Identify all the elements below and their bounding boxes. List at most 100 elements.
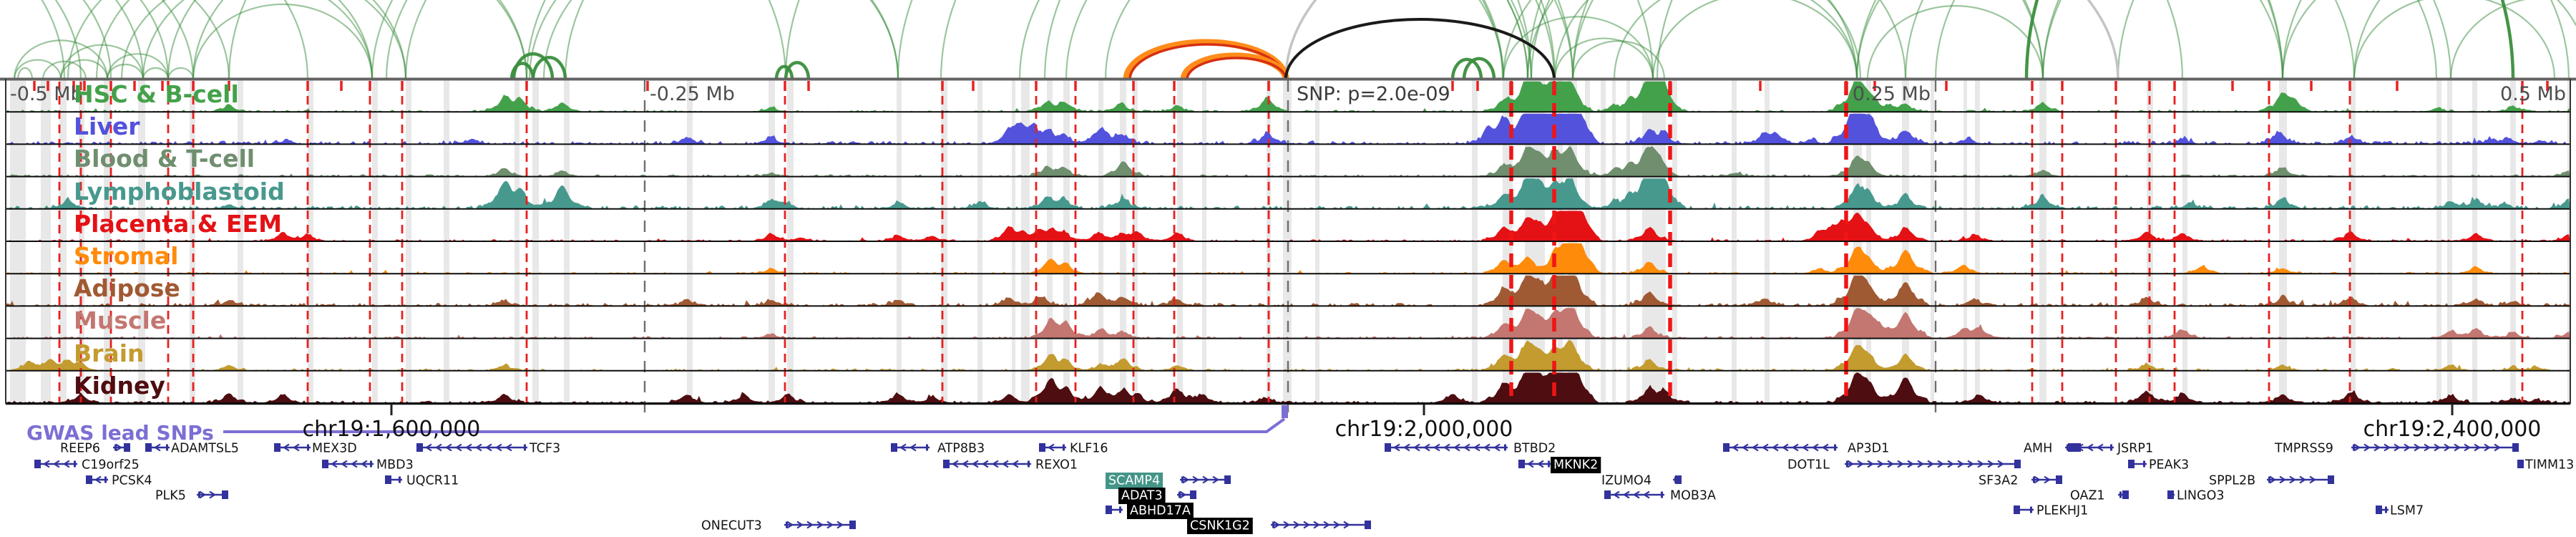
arc-green [67,0,374,80]
arc-green [1526,0,1907,80]
gene-label-ADAT3: ADAT3 [1121,489,1163,503]
gene-CSNK1G2: CSNK1G2 [1187,518,1371,534]
arc-green [13,39,109,80]
arc-green [1104,0,1505,80]
gene-label-JSRP1: JSRP1 [2117,442,2153,456]
gene-label-ADAMTSL5: ADAMTSL5 [171,442,239,456]
arc-green [192,0,528,80]
gene-label-REXO1: REXO1 [1035,458,1078,473]
track-label-blood-t-cell: Blood & T-cell [74,145,255,173]
gene-highlight-MKNK2 [1551,457,1601,473]
axis-gridlines [643,80,1937,414]
coordinate-label-left: chr19:1,600,000 [302,417,481,442]
gene-C19orf25: C19orf25 [34,458,140,473]
gene-label-SPPL2B: SPPL2B [2209,474,2255,488]
gene-label-PLK5: PLK5 [155,489,186,503]
gene-PCSK4: PCSK4 [86,474,152,488]
arc-green [1652,0,1858,80]
coordinate-label-center: chr19:2,000,000 [1335,417,1513,442]
arc-black [1284,18,1556,80]
gene-label-CSNK1G2: CSNK1G2 [1190,519,1250,533]
axis-label-quarter-mb: 0.25 Mb [1852,83,1931,105]
arc-green [193,0,230,80]
track-label-placenta-eem: Placenta & EEM [74,209,282,238]
gene-TMPRSS9: TMPRSS9 [2274,442,2519,456]
gene-label-SF3A2: SF3A2 [1979,474,2018,488]
arc-green [2024,0,2515,80]
gene-ONECUT3: ONECUT3 [701,519,856,533]
gene-label-OAZ1: OAZ1 [2070,489,2105,503]
arc-green [192,3,374,80]
arc-green [41,0,66,80]
track-frame [0,77,2576,415]
axis-label-minus-half-mb: -0.5 Mb [10,83,83,105]
gene-label-ABHD17A: ABHD17A [1130,504,1191,518]
arc-green [1656,0,2284,80]
arc-green [1462,57,1496,80]
arc-green [1571,0,2044,80]
arc-orange [1180,52,1289,80]
gene-label-LSM7: LSM7 [2390,504,2424,518]
gene-highlight-CSNK1G2 [1187,518,1253,534]
gene-IZUMO4: IZUMO4 [1601,474,1682,488]
gene-OAZ1: OAZ1 [2070,489,2129,503]
interaction-arcs [13,0,2576,80]
gene-REEP6: REEP6 [60,442,130,456]
arc-green [42,60,87,80]
arc-green [2353,0,2381,80]
track-label-stromal: Stromal [74,242,179,270]
gene-ATP8B3: ATP8B3 [891,442,985,456]
gene-DOT1L: DOT1L [1787,458,2021,473]
gene-label-AP3D1: AP3D1 [1848,442,1889,456]
arc-green [13,59,62,80]
arc-green [1553,37,1654,80]
gene-label-PCSK4: PCSK4 [112,474,152,488]
arc-orange-core [1186,57,1287,80]
arc-green [2041,0,2059,80]
arc-green [1866,5,2044,80]
gene-LINGO3: LINGO3 [2167,489,2224,503]
gene-AP3D1: AP3D1 [1723,442,1889,456]
arc-green [167,0,528,80]
gene-label-KLF16: KLF16 [1070,442,1108,456]
gene-MKNK2: MKNK2 [1518,457,1601,473]
gene-LSM7: LSM7 [2376,504,2424,518]
gene-TIMM13: TIMM13 [2517,458,2574,473]
gene-label-MOB3A: MOB3A [1670,489,1716,503]
gene-MBD3: MBD3 [322,458,414,473]
arc-green [1502,16,1654,80]
gene-highlight-SCAMP4 [1106,473,1163,489]
track-label-liver: Liver [74,112,140,141]
gene-label-AMH: AMH [2024,442,2052,456]
gene-highlight-ABHD17A [1127,503,1194,519]
gene-label-PEAK3: PEAK3 [2149,458,2189,473]
arc-green [404,0,1533,80]
arc-green [371,0,1504,80]
gene-highlight-ADAT3 [1118,488,1166,504]
gene-label-UQCR11: UQCR11 [406,474,459,488]
gene-SF3A2: SF3A2 [1979,474,2062,488]
gene-label-TCF3: TCF3 [529,442,560,456]
axis-label-half-mb: 0.5 Mb [2500,83,2566,105]
gene-label-PLEKHJ1: PLEKHJ1 [2036,504,2088,518]
arc-green [528,0,899,80]
arc-green [120,0,374,80]
arc-green [16,67,34,80]
arc-green [1571,40,1666,80]
gene-label-SCAMP4: SCAMP4 [1108,474,1160,488]
arc-green [140,0,170,80]
gene-ADAMTSL5: ADAMTSL5 [145,442,239,456]
arc-green [525,0,1556,80]
gene-label-LINGO3: LINGO3 [2177,489,2224,503]
arc-green [2281,0,2576,80]
gene-JSRP1: JSRP1 [2068,442,2153,456]
arc-green [106,63,145,80]
track-label-brain: Brain [74,339,145,367]
arc-green [385,0,1529,80]
gene-KLF16: KLF16 [1039,442,1108,456]
gwas-lead-snp-marker [1282,405,1288,418]
gene-UQCR11: UQCR11 [385,474,459,488]
gene-label-IZUMO4: IZUMO4 [1601,474,1652,488]
arc-green [1530,0,2044,80]
